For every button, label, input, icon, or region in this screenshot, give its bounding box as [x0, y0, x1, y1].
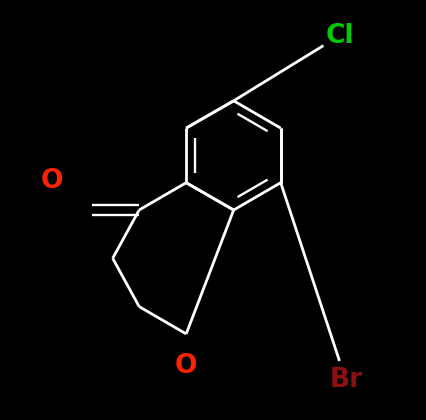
- Text: Br: Br: [328, 367, 362, 393]
- Text: O: O: [40, 168, 63, 194]
- Text: O: O: [175, 353, 197, 379]
- Text: Cl: Cl: [325, 23, 353, 49]
